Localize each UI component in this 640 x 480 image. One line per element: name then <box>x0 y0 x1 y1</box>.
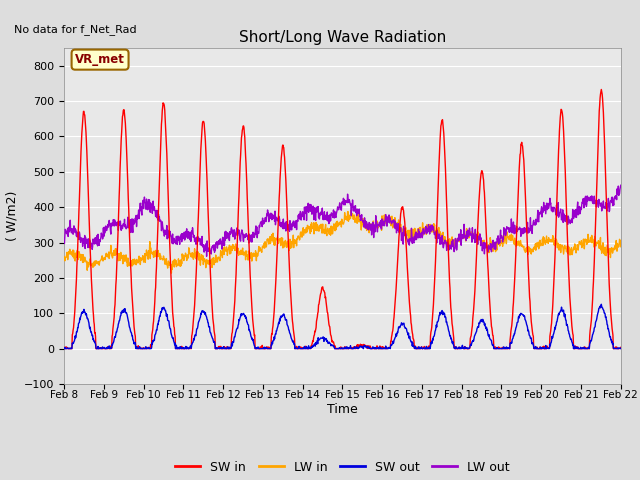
X-axis label: Time: Time <box>327 403 358 416</box>
Title: Short/Long Wave Radiation: Short/Long Wave Radiation <box>239 30 446 46</box>
Text: VR_met: VR_met <box>75 53 125 66</box>
Legend: SW in, LW in, SW out, LW out: SW in, LW in, SW out, LW out <box>170 456 515 479</box>
Y-axis label: ( W/m2): ( W/m2) <box>5 191 19 241</box>
Text: No data for f_Net_Rad: No data for f_Net_Rad <box>14 24 136 36</box>
